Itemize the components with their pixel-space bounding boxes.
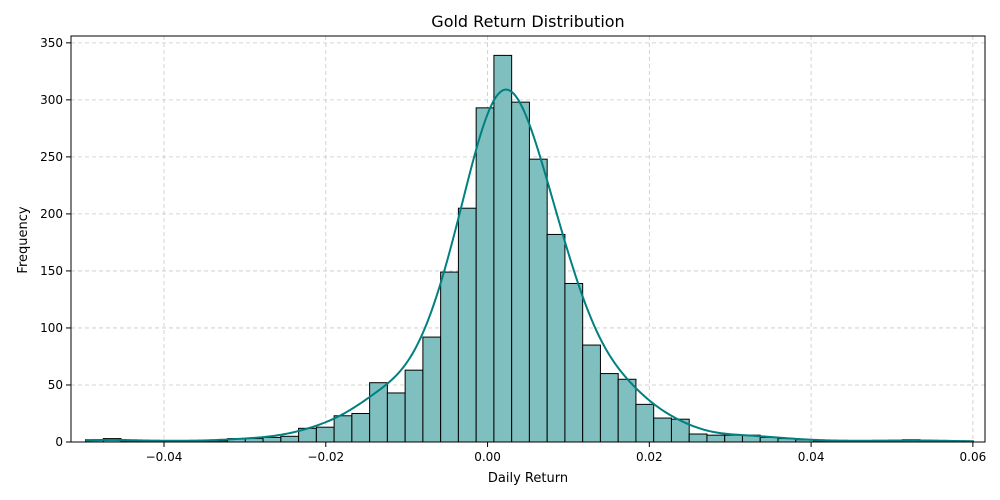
y-tick-label: 100 [40, 321, 63, 335]
x-tick-label: 0.04 [798, 450, 825, 464]
y-tick-label: 250 [40, 150, 63, 164]
histogram-bar [511, 101, 530, 443]
histogram-bar [333, 415, 353, 443]
kde-line [85, 88, 974, 443]
histogram-bar [635, 403, 655, 443]
histogram-bar [724, 434, 743, 443]
histogram-bar [653, 417, 672, 443]
x-tick-label: 0.02 [636, 450, 663, 464]
bars-layer [85, 54, 974, 443]
histogram-bar [599, 373, 619, 443]
y-tick-label: 150 [40, 264, 63, 278]
histogram-bar [528, 158, 548, 443]
y-tick-label: 200 [40, 207, 63, 221]
x-axis-label: Daily Return [488, 471, 568, 486]
y-tick-label: 50 [48, 378, 63, 392]
histogram-bar [315, 426, 335, 443]
histogram-bar [617, 378, 637, 443]
y-tick-label: 300 [40, 93, 63, 107]
histogram-bar [422, 336, 442, 443]
histogram-bar [386, 392, 406, 443]
histogram-bar [440, 271, 459, 443]
histogram-bar [351, 412, 371, 443]
x-axis: −0.04 −0.02 0.00 0.02 0.04 0.06 [146, 442, 987, 464]
histogram-bar [706, 434, 726, 443]
histogram-bar [457, 207, 477, 443]
histogram-bar [493, 54, 513, 443]
chart-title: Gold Return Distribution [431, 12, 624, 31]
x-tick-label: −0.02 [307, 450, 344, 464]
histogram-bar [564, 282, 584, 443]
x-tick-label: 0.00 [474, 450, 501, 464]
x-tick-label: 0.06 [960, 450, 987, 464]
plot-frame [70, 35, 986, 443]
histogram-bar [262, 436, 282, 443]
y-tick-label: 0 [55, 435, 63, 449]
y-axis: 0 50 100 150 200 250 300 350 [40, 36, 71, 449]
y-tick-label: 350 [40, 36, 63, 50]
histogram-bar [582, 344, 601, 443]
histogram-bar [280, 435, 300, 443]
histogram-bar [475, 107, 495, 443]
y-axis-label: Frequency [16, 206, 31, 273]
histogram-bar [404, 369, 424, 443]
x-tick-label: −0.04 [146, 450, 183, 464]
histogram-bar [688, 433, 708, 443]
histogram-bar [546, 233, 566, 443]
